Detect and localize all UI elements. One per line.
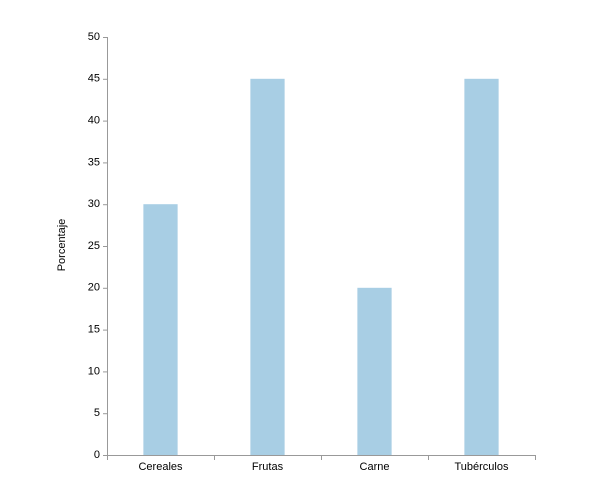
x-tick-label: Carne [360,461,390,473]
y-tick-label: 25 [88,240,100,252]
y-tick-label: 40 [88,115,100,127]
bar [143,204,178,455]
x-tick-label: Tubérculos [454,461,509,473]
y-tick-label: 5 [94,407,100,419]
y-tick-label: 0 [94,449,100,461]
x-tick-label: Frutas [252,461,284,473]
bar [464,78,499,456]
bar [357,287,392,455]
y-tick-label: 35 [88,156,100,168]
y-tick-label: 45 [88,73,100,85]
y-axis-label: Porcentaje [56,219,68,272]
x-tick-label: Cereales [138,461,183,473]
y-tick-label: 10 [88,365,100,377]
y-tick-label: 50 [88,31,100,43]
y-tick-label: 15 [88,324,100,336]
y-tick-label: 30 [88,198,100,210]
y-tick-label: 20 [88,282,100,294]
bar [250,78,285,456]
